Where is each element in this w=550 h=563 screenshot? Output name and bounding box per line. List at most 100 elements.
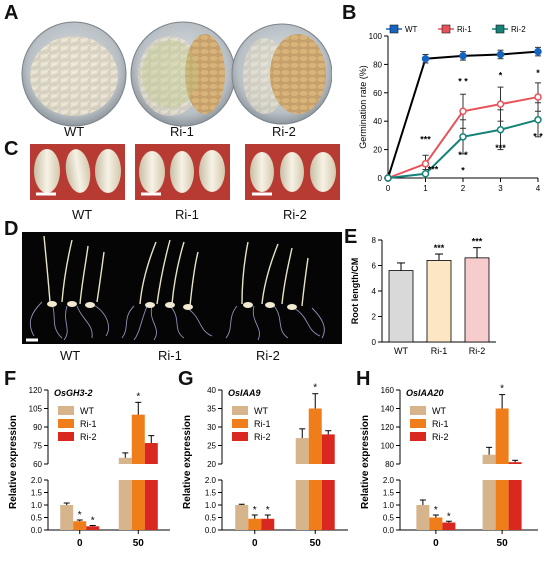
data-point — [496, 100, 505, 108]
y-tick-label: 1.5 — [383, 489, 395, 498]
bar — [321, 434, 335, 464]
y-tick-label: 30 — [207, 423, 216, 432]
label-c-ri2: Ri-2 — [283, 207, 307, 222]
y-tick-label: 100 — [369, 32, 383, 41]
y-tick-label: 0.5 — [31, 514, 43, 523]
y-tick-label: 2.0 — [205, 476, 217, 485]
legend-swatch — [410, 432, 426, 441]
y-tick-label: 20 — [207, 460, 216, 469]
y-tick-label: 1.5 — [31, 489, 43, 498]
y-tick-label: 6 — [372, 262, 377, 271]
y-tick-label: 120 — [381, 423, 395, 432]
y-tick-label: 0 — [372, 338, 377, 347]
y-tick-label: 8 — [372, 236, 377, 245]
y-tick-label: 60 — [33, 460, 42, 469]
x-tick-label: WT — [394, 346, 408, 356]
x-tick-label: 3 — [498, 184, 503, 192]
label-c-wt: WT — [72, 207, 93, 222]
data-point — [421, 54, 430, 63]
expression-chart-osiaa20: 80 100 120 140 160 0.0 0.5 1.0 1.5 2.0 Relative ex… — [360, 384, 538, 549]
data-point — [421, 160, 430, 168]
label-a-ri1: Ri-1 — [170, 124, 194, 139]
y-tick-label: 0 — [378, 174, 383, 183]
y-tick-label: 80 — [385, 460, 394, 469]
bar — [248, 518, 262, 530]
label-d-ri1: Ri-1 — [158, 348, 182, 363]
y-tick-label: 0.0 — [31, 526, 43, 535]
bar — [118, 457, 132, 464]
bar-lower-segment — [308, 480, 322, 530]
y-tick-label: 1.0 — [383, 501, 395, 510]
bar — [73, 521, 87, 530]
legend-label: Ri-2 — [80, 432, 97, 442]
gene-name: OsIAA20 — [406, 388, 444, 398]
x-tick-label: 1 — [423, 184, 428, 192]
panel-label-f: F — [4, 368, 17, 390]
bar — [131, 414, 145, 464]
significance-marker: *** — [428, 164, 439, 174]
data-point — [534, 93, 542, 101]
significance-marker: * * — [458, 150, 468, 160]
dish-ri2 — [231, 23, 332, 125]
significance-marker: *** — [434, 243, 445, 253]
y-tick-label: 0.0 — [383, 526, 395, 535]
significance-marker: * — [266, 505, 270, 516]
bar — [416, 505, 430, 530]
bar-lower-segment — [508, 480, 522, 530]
data-point — [459, 107, 467, 116]
legend-label: WT — [80, 406, 94, 416]
y-tick-label: 20 — [373, 146, 382, 155]
y-axis-label: Germination rate (%) — [358, 65, 368, 149]
significance-marker: * — [78, 510, 82, 521]
y-tick-label: 1.0 — [31, 501, 43, 510]
dish-ri1 — [130, 21, 236, 127]
bar-lower-segment — [118, 480, 132, 530]
significance-marker: * — [313, 383, 317, 394]
label-d-wt: WT — [60, 348, 81, 363]
legend-label: Ri-1 — [254, 419, 271, 429]
root-length-chart: 0 2 4 6 8 Root length/CM WT Ri-1 *** Ri-2 *** — [350, 236, 496, 356]
bar — [464, 257, 490, 343]
legend-label: Ri-2 — [254, 432, 271, 442]
bar — [388, 270, 414, 343]
expression-chart-osgh3-2: 60 75 90 105 120 0.0 0.5 1.0 1.5 2.0 Relative expr… — [8, 386, 170, 549]
y-axis-label: Relative expression — [182, 415, 193, 509]
y-tick-label: 1.5 — [205, 489, 217, 498]
data-point — [496, 125, 505, 134]
legend-swatch — [58, 432, 74, 441]
dish-wt — [21, 21, 127, 127]
y-tick-label: 4 — [372, 287, 377, 296]
significance-marker: * — [447, 511, 451, 522]
data-point — [534, 116, 542, 124]
significance-marker: * * — [533, 132, 543, 142]
data-point — [459, 52, 467, 60]
y-tick-label: 0.0 — [205, 526, 217, 535]
bar — [86, 526, 100, 530]
bar-lower-segment — [495, 480, 509, 530]
x-tick-label: 0 — [77, 538, 83, 549]
bar — [429, 517, 443, 530]
bar-lower-segment — [321, 480, 335, 530]
bar-lower-segment — [131, 480, 145, 530]
significance-marker: *** — [472, 237, 483, 247]
panel-label-e: E — [344, 226, 358, 248]
label-a-wt: WT — [64, 124, 85, 139]
bar — [235, 505, 249, 530]
y-axis-label: Relative expression — [360, 415, 371, 509]
x-tick-label: 50 — [133, 538, 145, 549]
y-tick-label: 120 — [29, 386, 43, 395]
panel-label-a: A — [4, 2, 19, 24]
significance-marker: * — [434, 505, 438, 516]
y-axis-label: Root length/CM — [350, 258, 360, 325]
y-tick-label: 60 — [373, 89, 382, 98]
y-tick-label: 100 — [381, 442, 395, 451]
significance-marker: *** — [495, 143, 506, 153]
legend-label: Ri-2 — [511, 25, 526, 34]
legend-marker — [389, 24, 399, 34]
bar — [495, 408, 509, 464]
significance-marker: * — [536, 68, 540, 78]
y-tick-label: 0.5 — [383, 514, 395, 523]
panel-label-c: C — [4, 138, 19, 160]
significance-marker: * — [499, 71, 503, 81]
x-tick-label: 0 — [433, 538, 439, 549]
